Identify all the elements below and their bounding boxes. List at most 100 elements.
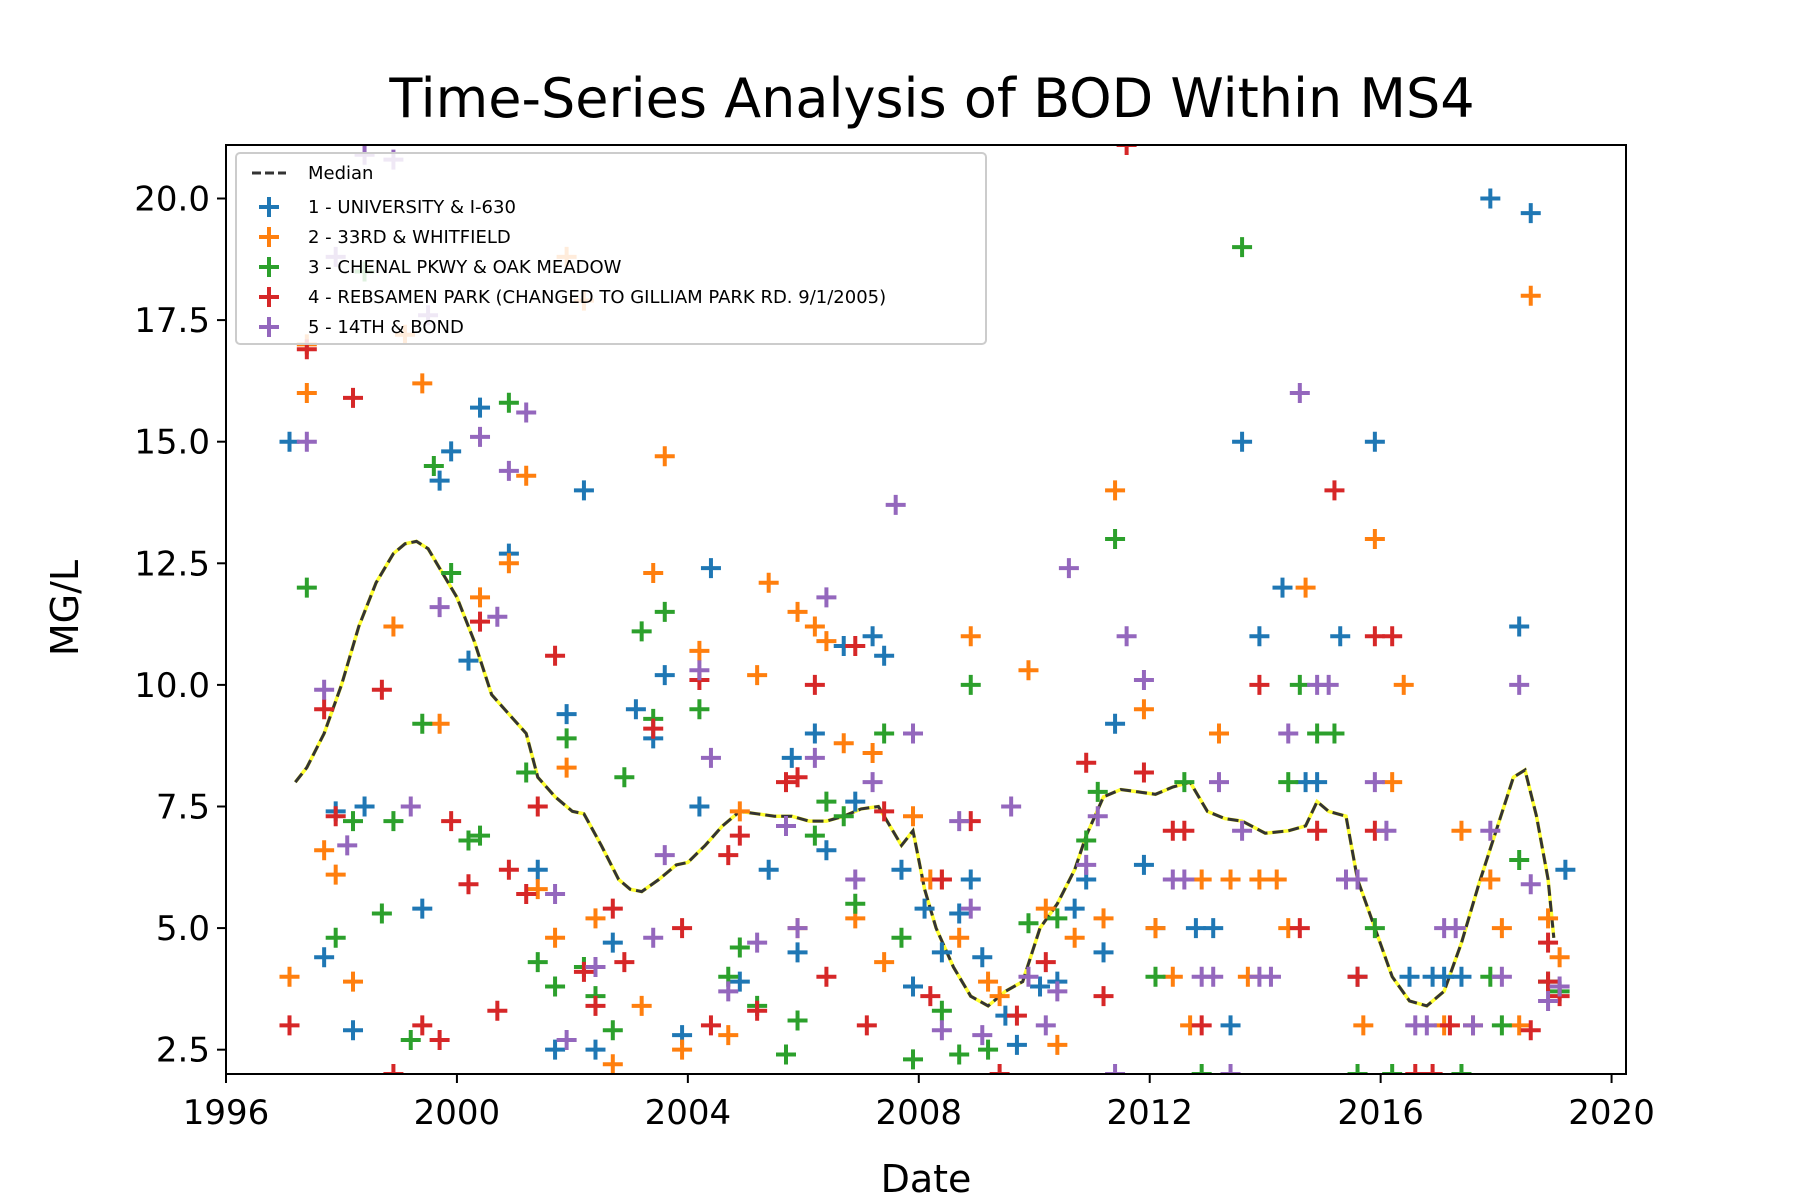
series-2-point [747, 665, 768, 686]
series-5-point [654, 845, 675, 866]
x-tick-label: 2004 [645, 1093, 732, 1133]
series-2-point [833, 733, 854, 754]
series-1-point [1220, 1015, 1241, 1036]
series-5-point [545, 884, 566, 905]
series-4-point [371, 679, 392, 700]
x-tick-label: 2016 [1337, 1093, 1424, 1133]
series-3-point [556, 728, 577, 749]
series-2-point [279, 966, 300, 987]
series-1-point [931, 942, 952, 963]
series-4-point [804, 674, 825, 695]
series-2-point [758, 572, 779, 593]
series-5-point [1445, 918, 1466, 939]
series-5-point [1133, 670, 1154, 691]
series-3-point [1278, 772, 1299, 793]
series-4-point [1289, 918, 1310, 939]
series-5-point [1001, 796, 1022, 817]
series-3-point [1018, 913, 1039, 934]
series-2-point [470, 587, 491, 608]
series-1-point [1520, 203, 1541, 224]
series-1-point [845, 791, 866, 812]
series-2-point [556, 757, 577, 778]
series-2-point [631, 995, 652, 1016]
series-4-point [585, 995, 606, 1016]
series-4-point [1347, 966, 1368, 987]
series-4-point [672, 918, 693, 939]
series-3-point [631, 621, 652, 642]
series-3-point [1491, 1015, 1512, 1036]
series-3-point [978, 1039, 999, 1060]
series-4-point [1307, 820, 1328, 841]
series-2-point [903, 806, 924, 827]
series-3-point [1191, 1064, 1212, 1074]
series-2-point [1093, 908, 1114, 929]
legend-series-2-swatch [259, 227, 279, 247]
series-1-point [458, 650, 479, 671]
series-3-point [516, 762, 537, 783]
series-5-point [1480, 820, 1501, 841]
series-4-point [527, 796, 548, 817]
series-3-point [458, 830, 479, 851]
series-5-point [516, 402, 537, 423]
series-4-point [700, 1015, 721, 1036]
series-3-point [654, 601, 675, 622]
series-3-point [689, 699, 710, 720]
series-4-point [470, 611, 491, 632]
series-4-point [1006, 1005, 1027, 1026]
series-4-point [931, 869, 952, 890]
series-1-point [891, 859, 912, 880]
series-5-point [960, 898, 981, 919]
plot-frame [225, 144, 1627, 1075]
series-3-point [1307, 723, 1328, 744]
series-5-point [1416, 1015, 1437, 1036]
series-4-point [1324, 480, 1345, 501]
series-5-point [718, 981, 739, 1002]
series-1-point [602, 932, 623, 953]
series-3-point [1174, 772, 1195, 793]
series-3-point [949, 1044, 970, 1065]
series-1-point [625, 699, 646, 720]
series-3-point [787, 1010, 808, 1031]
series-1-point [527, 859, 548, 880]
series-2-point [1018, 660, 1039, 681]
series-3-point [891, 927, 912, 948]
series-2-point [643, 563, 664, 584]
series-3-point [1509, 849, 1530, 870]
series-1-point [573, 480, 594, 501]
legend-series-3-swatch [259, 257, 279, 277]
series-5-point [1076, 854, 1097, 875]
series-3-point [423, 456, 444, 477]
series-1-point [1555, 859, 1576, 880]
series-4-point [1035, 952, 1056, 973]
series-4-point [1116, 145, 1137, 155]
series-3-point [1047, 908, 1068, 929]
series-5-point [1035, 1015, 1056, 1036]
x-axis: 1996 2000 2004 2008 2012 2016 2020 [183, 1074, 1655, 1133]
series-1-point [689, 796, 710, 817]
series-3-point [1076, 830, 1097, 851]
series-2-point [1035, 898, 1056, 919]
series-2-point [874, 952, 895, 973]
series-3-point [1289, 674, 1310, 695]
series-1-point [1133, 854, 1154, 875]
y-tick-label: 7.5 [156, 787, 210, 827]
series-2-point [1393, 674, 1414, 695]
y-axis-label: MG/L [43, 560, 87, 656]
series-5-point [1509, 674, 1530, 695]
series-1-point [903, 976, 924, 997]
series-4-point [776, 772, 796, 793]
series-2-point [1047, 1034, 1068, 1055]
series-5-point [1289, 383, 1310, 404]
legend-box [235, 152, 987, 345]
series-1-point [1185, 918, 1206, 939]
series-5-point [314, 679, 335, 700]
series-4-point [989, 1064, 1010, 1074]
series-2-point [383, 616, 404, 637]
series-2-point [960, 626, 981, 647]
series-1-point [470, 397, 491, 418]
series-2-point [1249, 869, 1270, 890]
series-5-point [747, 932, 768, 953]
series-4-point [1364, 626, 1385, 647]
series-3-point [1145, 966, 1166, 987]
